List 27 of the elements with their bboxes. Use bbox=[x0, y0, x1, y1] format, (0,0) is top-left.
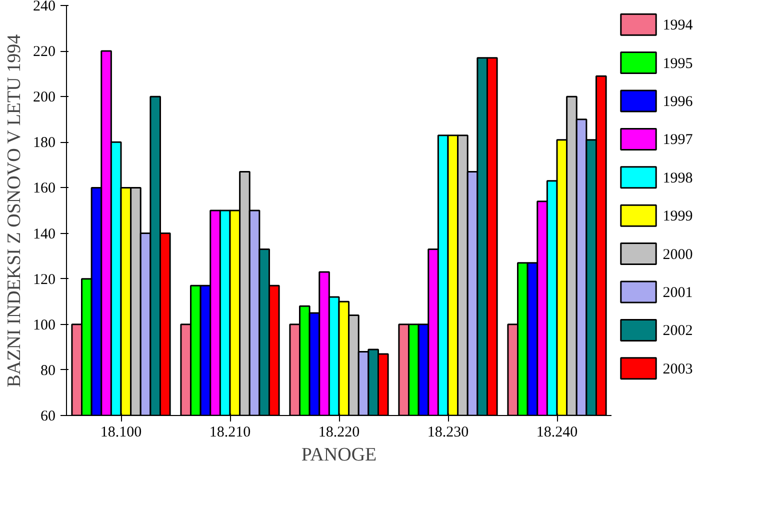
y-axis-title: BAZNI INDEKSI Z OSNOVO V LETU 1994 bbox=[4, 34, 25, 388]
legend-label: 2000 bbox=[662, 246, 693, 263]
legend-label: 1997 bbox=[662, 132, 694, 148]
y-tick-label: 160 bbox=[33, 180, 56, 197]
y-tick-label: 60 bbox=[40, 408, 56, 424]
legend-label: 1994 bbox=[662, 18, 694, 34]
y-tick-label: 200 bbox=[33, 90, 56, 106]
legend-label: 1998 bbox=[662, 170, 693, 186]
x-tick-label: 18.100 bbox=[100, 424, 142, 440]
legend-label: 1995 bbox=[662, 56, 693, 72]
y-tick-label: 100 bbox=[33, 317, 56, 334]
legend-label: 2002 bbox=[662, 323, 693, 340]
x-axis-title: PANOGE bbox=[301, 444, 377, 466]
x-tick-label: 18.220 bbox=[318, 424, 360, 440]
legend-label: 2001 bbox=[662, 285, 693, 301]
y-tick-label: 80 bbox=[40, 362, 56, 379]
legend-label: 1996 bbox=[662, 94, 694, 110]
y-tick-label: 240 bbox=[33, 0, 56, 14]
y-tick-label: 220 bbox=[33, 44, 56, 60]
legend-label: 1999 bbox=[662, 208, 693, 225]
x-tick-label: 18.240 bbox=[536, 424, 578, 440]
y-tick-label: 140 bbox=[33, 226, 56, 242]
legend-label: 2003 bbox=[662, 361, 693, 378]
x-tick-label: 18.210 bbox=[209, 424, 251, 440]
x-tick-label: 18.230 bbox=[427, 424, 469, 440]
y-tick-label: 120 bbox=[33, 272, 56, 288]
y-tick-label: 180 bbox=[33, 135, 56, 152]
